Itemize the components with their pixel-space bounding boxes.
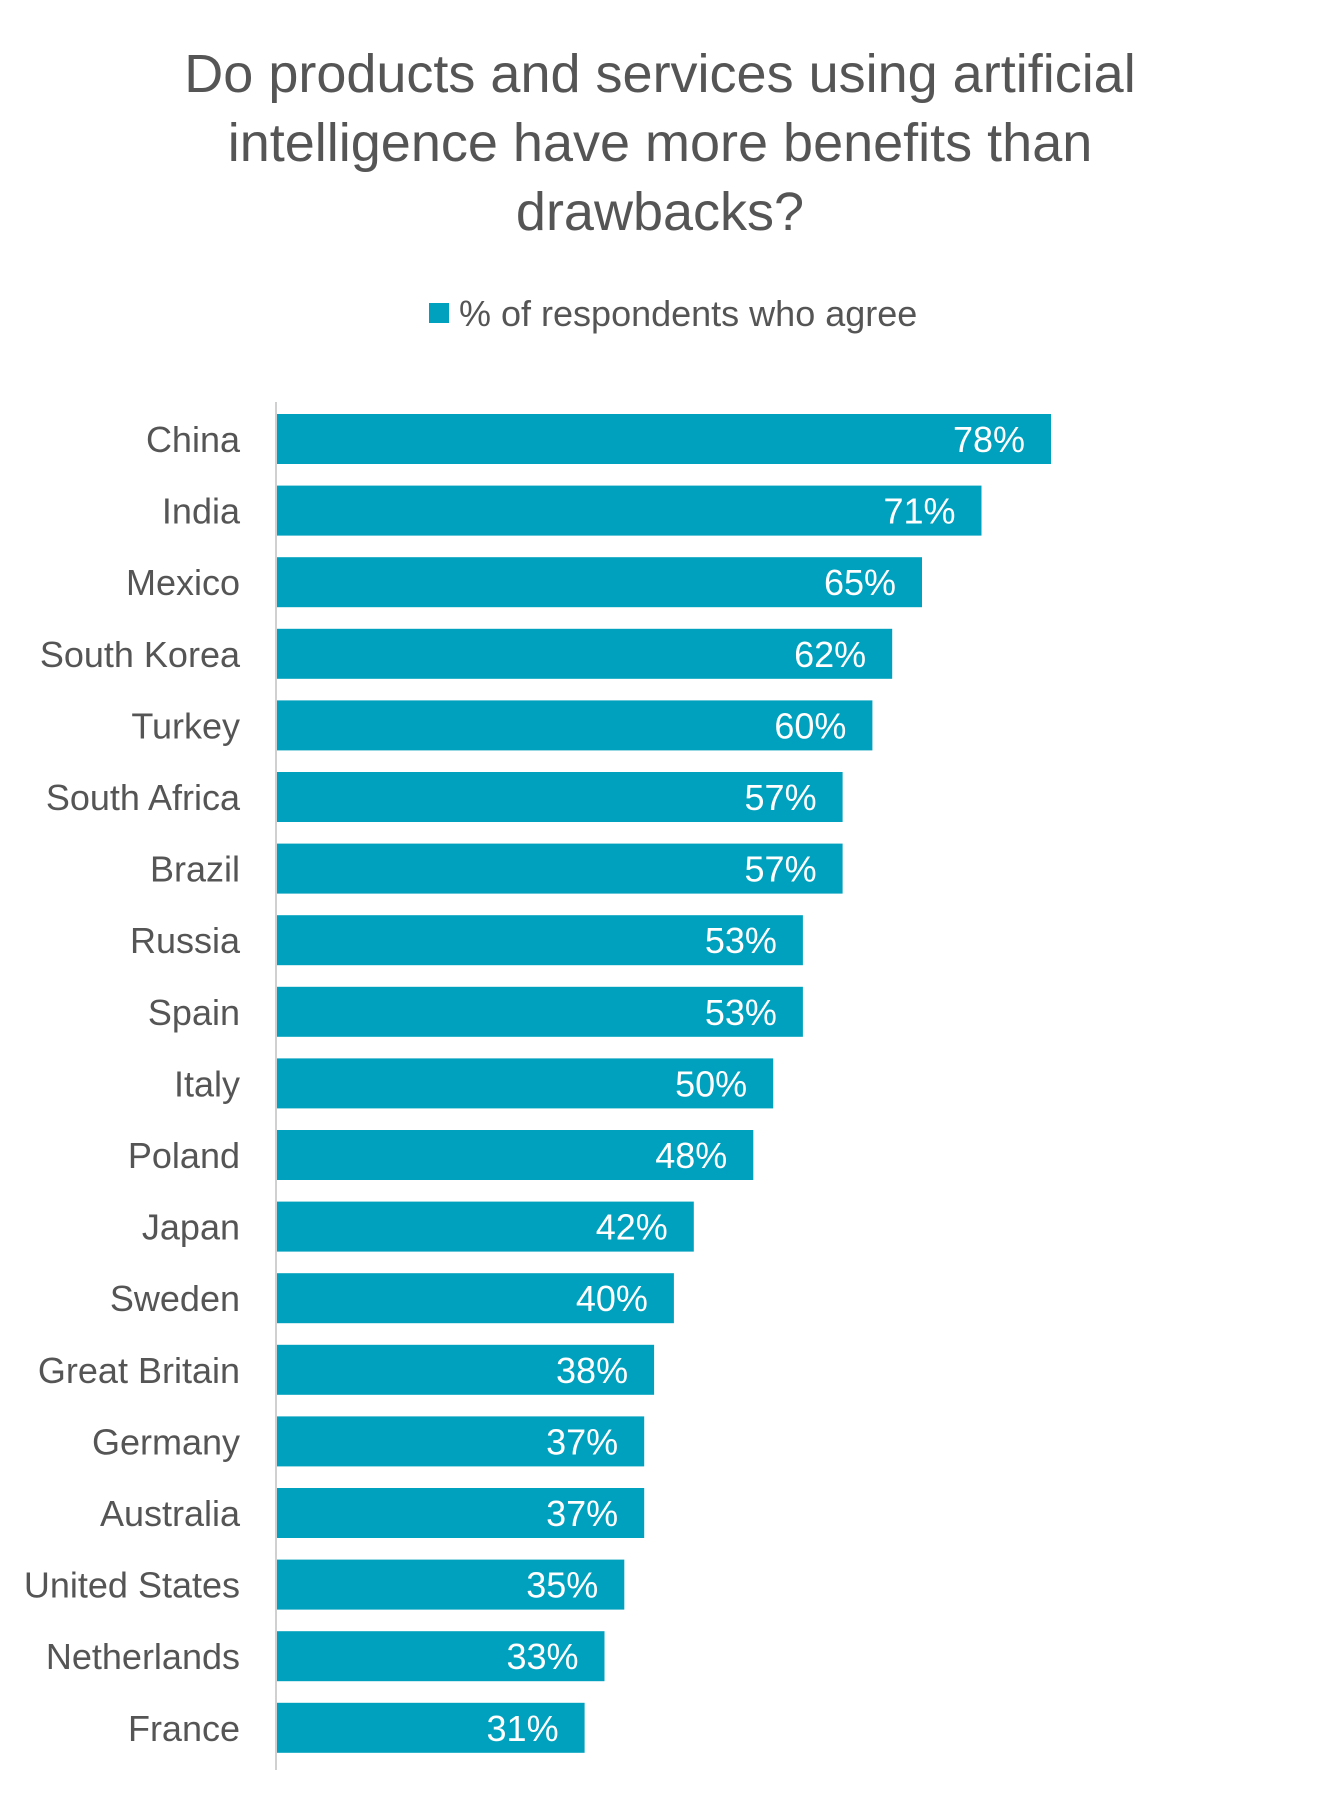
- category-label-mexico: Mexico: [126, 562, 240, 603]
- category-label-great-britain: Great Britain: [38, 1350, 240, 1391]
- chart-title-line-3: drawbacks?: [516, 182, 804, 242]
- category-label-japan: Japan: [142, 1207, 240, 1248]
- value-label-germany: 37%: [546, 1421, 618, 1462]
- bar-japan: [277, 1201, 694, 1252]
- bar-netherlands: [277, 1631, 605, 1682]
- value-label-china: 78%: [953, 419, 1025, 460]
- category-label-france: France: [128, 1708, 240, 1749]
- value-label-south-korea: 62%: [794, 634, 866, 675]
- category-labels-group: China India Mexico South Korea Turkey South A…: [24, 419, 241, 1749]
- value-label-sweden: 40%: [576, 1278, 648, 1319]
- value-label-australia: 37%: [546, 1493, 618, 1534]
- value-label-brazil: 57%: [745, 849, 817, 890]
- legend-swatch: [429, 303, 449, 323]
- bar-italy: [277, 1058, 774, 1109]
- bars-group: [277, 414, 1051, 1753]
- value-label-united-states: 35%: [526, 1565, 598, 1606]
- value-label-great-britain: 38%: [556, 1350, 628, 1391]
- bar-mexico: [277, 557, 922, 608]
- category-label-india: India: [162, 491, 241, 532]
- bar-turkey: [277, 700, 873, 751]
- category-label-russia: Russia: [130, 920, 241, 961]
- value-label-japan: 42%: [596, 1207, 668, 1248]
- category-label-south-korea: South Korea: [40, 634, 241, 675]
- value-label-netherlands: 33%: [506, 1636, 578, 1677]
- value-label-turkey: 60%: [774, 705, 846, 746]
- value-label-italy: 50%: [675, 1063, 747, 1104]
- category-label-south-africa: South Africa: [46, 777, 241, 818]
- category-label-united-states: United States: [24, 1565, 240, 1606]
- bar-russia: [277, 915, 803, 966]
- category-label-netherlands: Netherlands: [46, 1636, 240, 1677]
- bar-germany: [277, 1416, 645, 1467]
- bar-australia: [277, 1488, 645, 1538]
- value-labels-group: 78% 71% 65% 62% 60% 57% 57% 53% 53% 50% 48% 42% 40% 3…: [487, 419, 1025, 1749]
- category-label-spain: Spain: [148, 992, 240, 1033]
- legend: % of respondents who agree: [429, 293, 917, 334]
- category-label-australia: Australia: [100, 1493, 241, 1534]
- category-label-italy: Italy: [174, 1063, 240, 1104]
- bar-great-britain: [277, 1344, 655, 1395]
- category-label-germany: Germany: [92, 1421, 240, 1462]
- category-label-china: China: [146, 419, 241, 460]
- bar-china: [277, 414, 1051, 464]
- value-label-mexico: 65%: [824, 562, 896, 603]
- category-label-sweden: Sweden: [110, 1278, 240, 1319]
- value-label-russia: 53%: [705, 920, 777, 961]
- bar-india: [277, 485, 982, 536]
- category-label-turkey: Turkey: [131, 705, 240, 746]
- bar-united-states: [277, 1559, 625, 1610]
- chart-title-line-1: Do products and services using artificia…: [184, 44, 1135, 104]
- value-label-spain: 53%: [705, 992, 777, 1033]
- bar-france: [277, 1702, 585, 1753]
- category-label-brazil: Brazil: [150, 849, 240, 890]
- bar-poland: [277, 1130, 754, 1180]
- chart-title: Do products and services using artificia…: [184, 44, 1135, 242]
- bar-south-africa: [277, 772, 843, 822]
- value-label-france: 31%: [487, 1708, 559, 1749]
- value-label-south-africa: 57%: [745, 777, 817, 818]
- chart-title-line-2: intelligence have more benefits than: [228, 113, 1093, 173]
- value-label-poland: 48%: [655, 1135, 727, 1176]
- category-label-poland: Poland: [128, 1135, 240, 1176]
- legend-label: % of respondents who agree: [459, 293, 917, 334]
- bar-south-korea: [277, 628, 893, 679]
- value-label-india: 71%: [883, 491, 955, 532]
- bar-spain: [277, 986, 803, 1037]
- bar-brazil: [277, 843, 843, 894]
- bar-sweden: [277, 1273, 674, 1324]
